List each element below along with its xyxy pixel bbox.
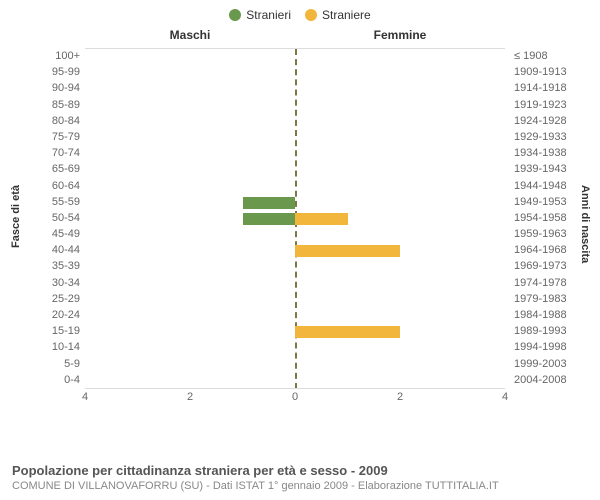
chart-row [85, 340, 505, 356]
year-tick: 1989-1993 [514, 323, 580, 339]
caption: Popolazione per cittadinanza straniera p… [12, 462, 588, 494]
chart-row [85, 65, 505, 81]
age-tick: 95-99 [20, 64, 80, 80]
year-tick: 1909-1913 [514, 64, 580, 80]
age-tick: 70-74 [20, 145, 80, 161]
age-tick: 0-4 [20, 372, 80, 388]
legend: Stranieri Straniere [0, 0, 600, 22]
year-tick: 1954-1958 [514, 210, 580, 226]
age-tick: 65-69 [20, 161, 80, 177]
age-tick: 15-19 [20, 323, 80, 339]
bar-female [295, 245, 400, 257]
age-tick: 5-9 [20, 356, 80, 372]
x-tick: 0 [292, 391, 298, 403]
year-tick: 1944-1948 [514, 178, 580, 194]
year-tick: 1934-1938 [514, 145, 580, 161]
year-tick: 1964-1968 [514, 242, 580, 258]
age-tick: 20-24 [20, 307, 80, 323]
chart-row [85, 130, 505, 146]
year-tick: 1999-2003 [514, 356, 580, 372]
chart-row [85, 195, 505, 211]
year-tick: 1949-1953 [514, 194, 580, 210]
chart-row [85, 357, 505, 373]
age-tick: 10-14 [20, 339, 80, 355]
year-tick: 1939-1943 [514, 161, 580, 177]
legend-female: Straniere [305, 8, 371, 22]
year-tick: 1969-1973 [514, 258, 580, 274]
chart-row [85, 114, 505, 130]
age-tick: 75-79 [20, 129, 80, 145]
year-tick: 1929-1933 [514, 129, 580, 145]
y-axis-years: Anni di nascita ≤ 19081909-19131914-1918… [514, 48, 580, 388]
age-tick: 100+ [20, 48, 80, 64]
x-tick: 4 [502, 391, 508, 403]
chart-row [85, 227, 505, 243]
age-tick: 40-44 [20, 242, 80, 258]
year-tick: 2004-2008 [514, 372, 580, 388]
chart-row [85, 98, 505, 114]
header-female: Femmine [295, 28, 505, 42]
bar-male [243, 213, 296, 225]
chart-row [85, 276, 505, 292]
year-tick: 1979-1983 [514, 291, 580, 307]
year-tick: 1974-1978 [514, 275, 580, 291]
chart-row [85, 81, 505, 97]
chart-row [85, 259, 505, 275]
age-tick: 50-54 [20, 210, 80, 226]
header-male: Maschi [85, 28, 295, 42]
age-tick: 55-59 [20, 194, 80, 210]
year-tick: 1984-1988 [514, 307, 580, 323]
legend-female-label: Straniere [322, 8, 371, 22]
year-tick: 1959-1963 [514, 226, 580, 242]
legend-female-swatch [305, 9, 317, 21]
year-tick: 1914-1918 [514, 80, 580, 96]
age-tick: 85-89 [20, 97, 80, 113]
chart-row [85, 179, 505, 195]
chart-row [85, 308, 505, 324]
chart-row [85, 162, 505, 178]
legend-male-label: Stranieri [246, 8, 291, 22]
age-tick: 25-29 [20, 291, 80, 307]
chart-row [85, 292, 505, 308]
chart-row [85, 324, 505, 340]
age-tick: 60-64 [20, 178, 80, 194]
caption-title: Popolazione per cittadinanza straniera p… [12, 462, 588, 480]
chart-row [85, 211, 505, 227]
x-tick: 2 [397, 391, 403, 403]
chart-row [85, 49, 505, 65]
bar-female [295, 213, 348, 225]
bar-male [243, 197, 296, 209]
column-headers: Maschi Femmine [85, 28, 505, 46]
year-tick: 1919-1923 [514, 97, 580, 113]
x-tick: 2 [187, 391, 193, 403]
x-axis: 4 2 0 2 4 [85, 388, 505, 409]
legend-male: Stranieri [229, 8, 291, 22]
plot-area [85, 48, 505, 389]
chart-row [85, 243, 505, 259]
year-tick: ≤ 1908 [514, 48, 580, 64]
x-tick: 4 [82, 391, 88, 403]
chart-row [85, 146, 505, 162]
age-tick: 80-84 [20, 113, 80, 129]
year-tick: 1994-1998 [514, 339, 580, 355]
bar-female [295, 326, 400, 338]
y-axis-age: Fasce di età 100+95-9990-9485-8980-8475-… [20, 48, 80, 388]
chart-row [85, 373, 505, 389]
year-tick: 1924-1928 [514, 113, 580, 129]
chart: Maschi Femmine Fasce di età 100+95-9990-… [20, 28, 580, 428]
age-tick: 90-94 [20, 80, 80, 96]
age-tick: 45-49 [20, 226, 80, 242]
age-tick: 35-39 [20, 258, 80, 274]
age-tick: 30-34 [20, 275, 80, 291]
caption-subtitle: COMUNE DI VILLANOVAFORRU (SU) - Dati IST… [12, 479, 588, 494]
legend-male-swatch [229, 9, 241, 21]
